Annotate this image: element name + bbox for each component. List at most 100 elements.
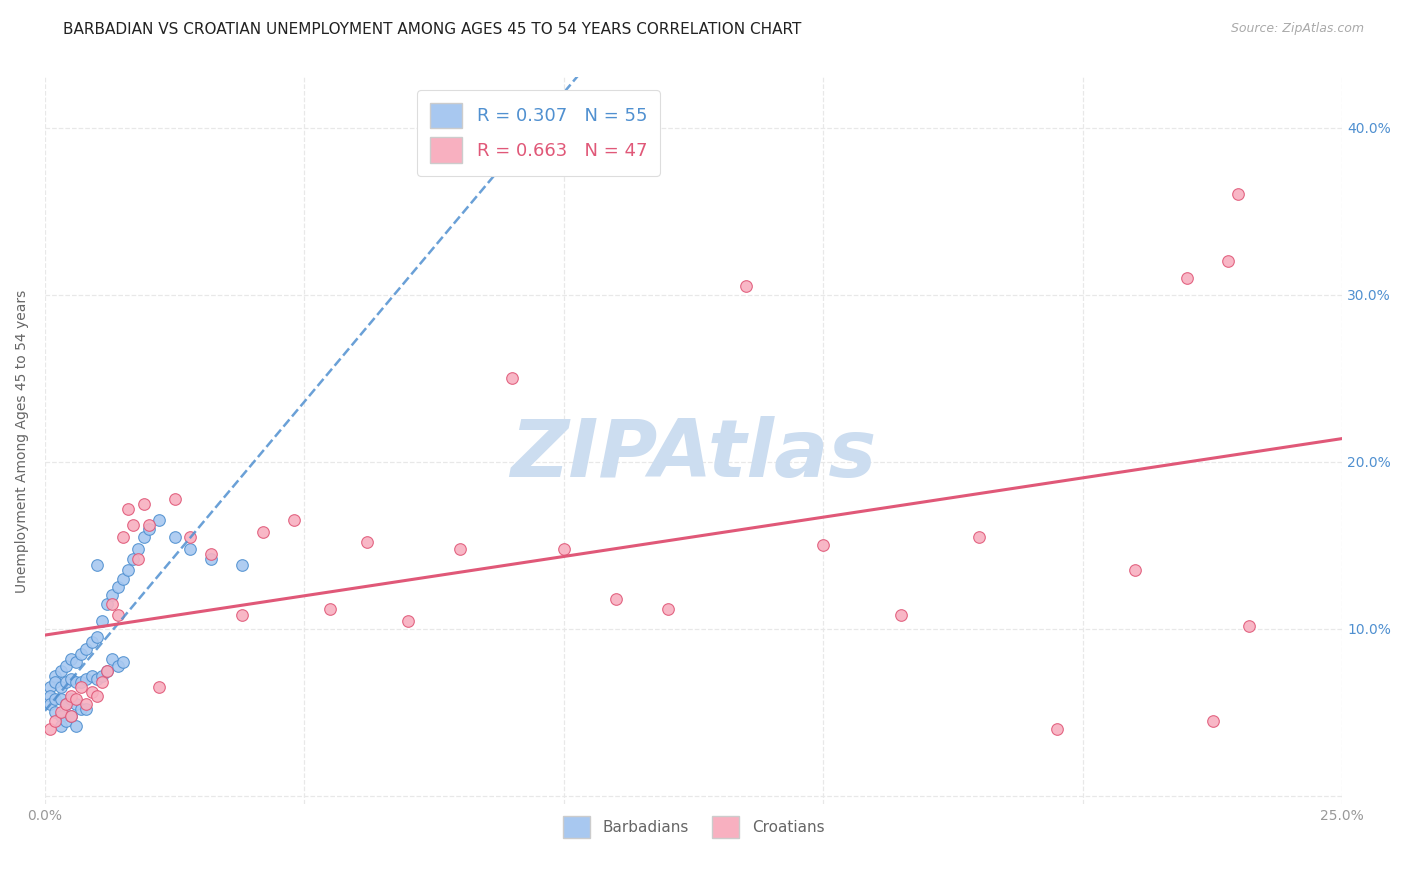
Point bbox=[96, 597, 118, 611]
Point bbox=[283, 513, 305, 527]
Point bbox=[122, 518, 145, 533]
Point bbox=[107, 658, 129, 673]
Point bbox=[96, 664, 118, 678]
Point bbox=[111, 530, 134, 544]
Point bbox=[890, 608, 912, 623]
Point bbox=[107, 580, 129, 594]
Point bbox=[1201, 714, 1223, 728]
Point bbox=[111, 572, 134, 586]
Point bbox=[163, 491, 186, 506]
Point bbox=[501, 371, 523, 385]
Point bbox=[49, 681, 72, 695]
Point bbox=[200, 547, 222, 561]
Point bbox=[163, 530, 186, 544]
Point bbox=[59, 708, 82, 723]
Point bbox=[117, 563, 139, 577]
Point bbox=[117, 501, 139, 516]
Point bbox=[148, 513, 170, 527]
Text: ZIPAtlas: ZIPAtlas bbox=[510, 417, 877, 494]
Point bbox=[44, 692, 66, 706]
Point bbox=[179, 541, 201, 556]
Point bbox=[70, 675, 93, 690]
Point bbox=[39, 722, 62, 736]
Point bbox=[319, 602, 342, 616]
Point bbox=[252, 524, 274, 539]
Point bbox=[59, 672, 82, 686]
Point bbox=[80, 635, 103, 649]
Point bbox=[49, 708, 72, 723]
Point bbox=[86, 689, 108, 703]
Point bbox=[55, 658, 77, 673]
Point bbox=[70, 702, 93, 716]
Point bbox=[55, 714, 77, 728]
Point bbox=[86, 672, 108, 686]
Point bbox=[55, 697, 77, 711]
Point bbox=[132, 497, 155, 511]
Point bbox=[101, 589, 124, 603]
Point bbox=[76, 702, 98, 716]
Point bbox=[76, 697, 98, 711]
Point bbox=[1123, 563, 1146, 577]
Point bbox=[127, 551, 149, 566]
Point bbox=[101, 652, 124, 666]
Text: BARBADIAN VS CROATIAN UNEMPLOYMENT AMONG AGES 45 TO 54 YEARS CORRELATION CHART: BARBADIAN VS CROATIAN UNEMPLOYMENT AMONG… bbox=[63, 22, 801, 37]
Point bbox=[734, 279, 756, 293]
Point bbox=[59, 652, 82, 666]
Point bbox=[138, 522, 160, 536]
Point bbox=[553, 541, 575, 556]
Point bbox=[132, 530, 155, 544]
Point bbox=[80, 668, 103, 682]
Point bbox=[65, 719, 87, 733]
Point bbox=[967, 530, 990, 544]
Point bbox=[179, 530, 201, 544]
Point bbox=[91, 614, 114, 628]
Y-axis label: Unemployment Among Ages 45 to 54 years: Unemployment Among Ages 45 to 54 years bbox=[15, 289, 30, 592]
Point bbox=[91, 668, 114, 682]
Point bbox=[65, 655, 87, 669]
Point bbox=[59, 708, 82, 723]
Point bbox=[49, 719, 72, 733]
Point bbox=[49, 692, 72, 706]
Point bbox=[231, 558, 253, 573]
Point bbox=[1227, 187, 1250, 202]
Point bbox=[96, 664, 118, 678]
Point bbox=[127, 541, 149, 556]
Point bbox=[44, 668, 66, 682]
Point bbox=[70, 681, 93, 695]
Point bbox=[200, 551, 222, 566]
Point bbox=[55, 675, 77, 690]
Point bbox=[231, 608, 253, 623]
Point bbox=[91, 675, 114, 690]
Legend: Barbadians, Croatians: Barbadians, Croatians bbox=[557, 810, 831, 844]
Point bbox=[1237, 618, 1260, 632]
Point bbox=[65, 692, 87, 706]
Point bbox=[76, 641, 98, 656]
Point bbox=[65, 675, 87, 690]
Point bbox=[55, 697, 77, 711]
Point bbox=[138, 518, 160, 533]
Point bbox=[1216, 254, 1239, 268]
Point bbox=[44, 706, 66, 720]
Point bbox=[49, 664, 72, 678]
Text: Source: ZipAtlas.com: Source: ZipAtlas.com bbox=[1230, 22, 1364, 36]
Point bbox=[86, 630, 108, 644]
Point bbox=[39, 681, 62, 695]
Point bbox=[122, 551, 145, 566]
Point bbox=[80, 685, 103, 699]
Point bbox=[813, 538, 835, 552]
Point bbox=[101, 597, 124, 611]
Point bbox=[59, 689, 82, 703]
Point bbox=[70, 647, 93, 661]
Point bbox=[86, 558, 108, 573]
Point bbox=[65, 697, 87, 711]
Point bbox=[39, 689, 62, 703]
Point bbox=[49, 706, 72, 720]
Point bbox=[449, 541, 471, 556]
Point bbox=[1046, 722, 1069, 736]
Point bbox=[657, 602, 679, 616]
Point bbox=[111, 655, 134, 669]
Point bbox=[356, 535, 378, 549]
Point bbox=[39, 697, 62, 711]
Point bbox=[44, 714, 66, 728]
Point bbox=[59, 692, 82, 706]
